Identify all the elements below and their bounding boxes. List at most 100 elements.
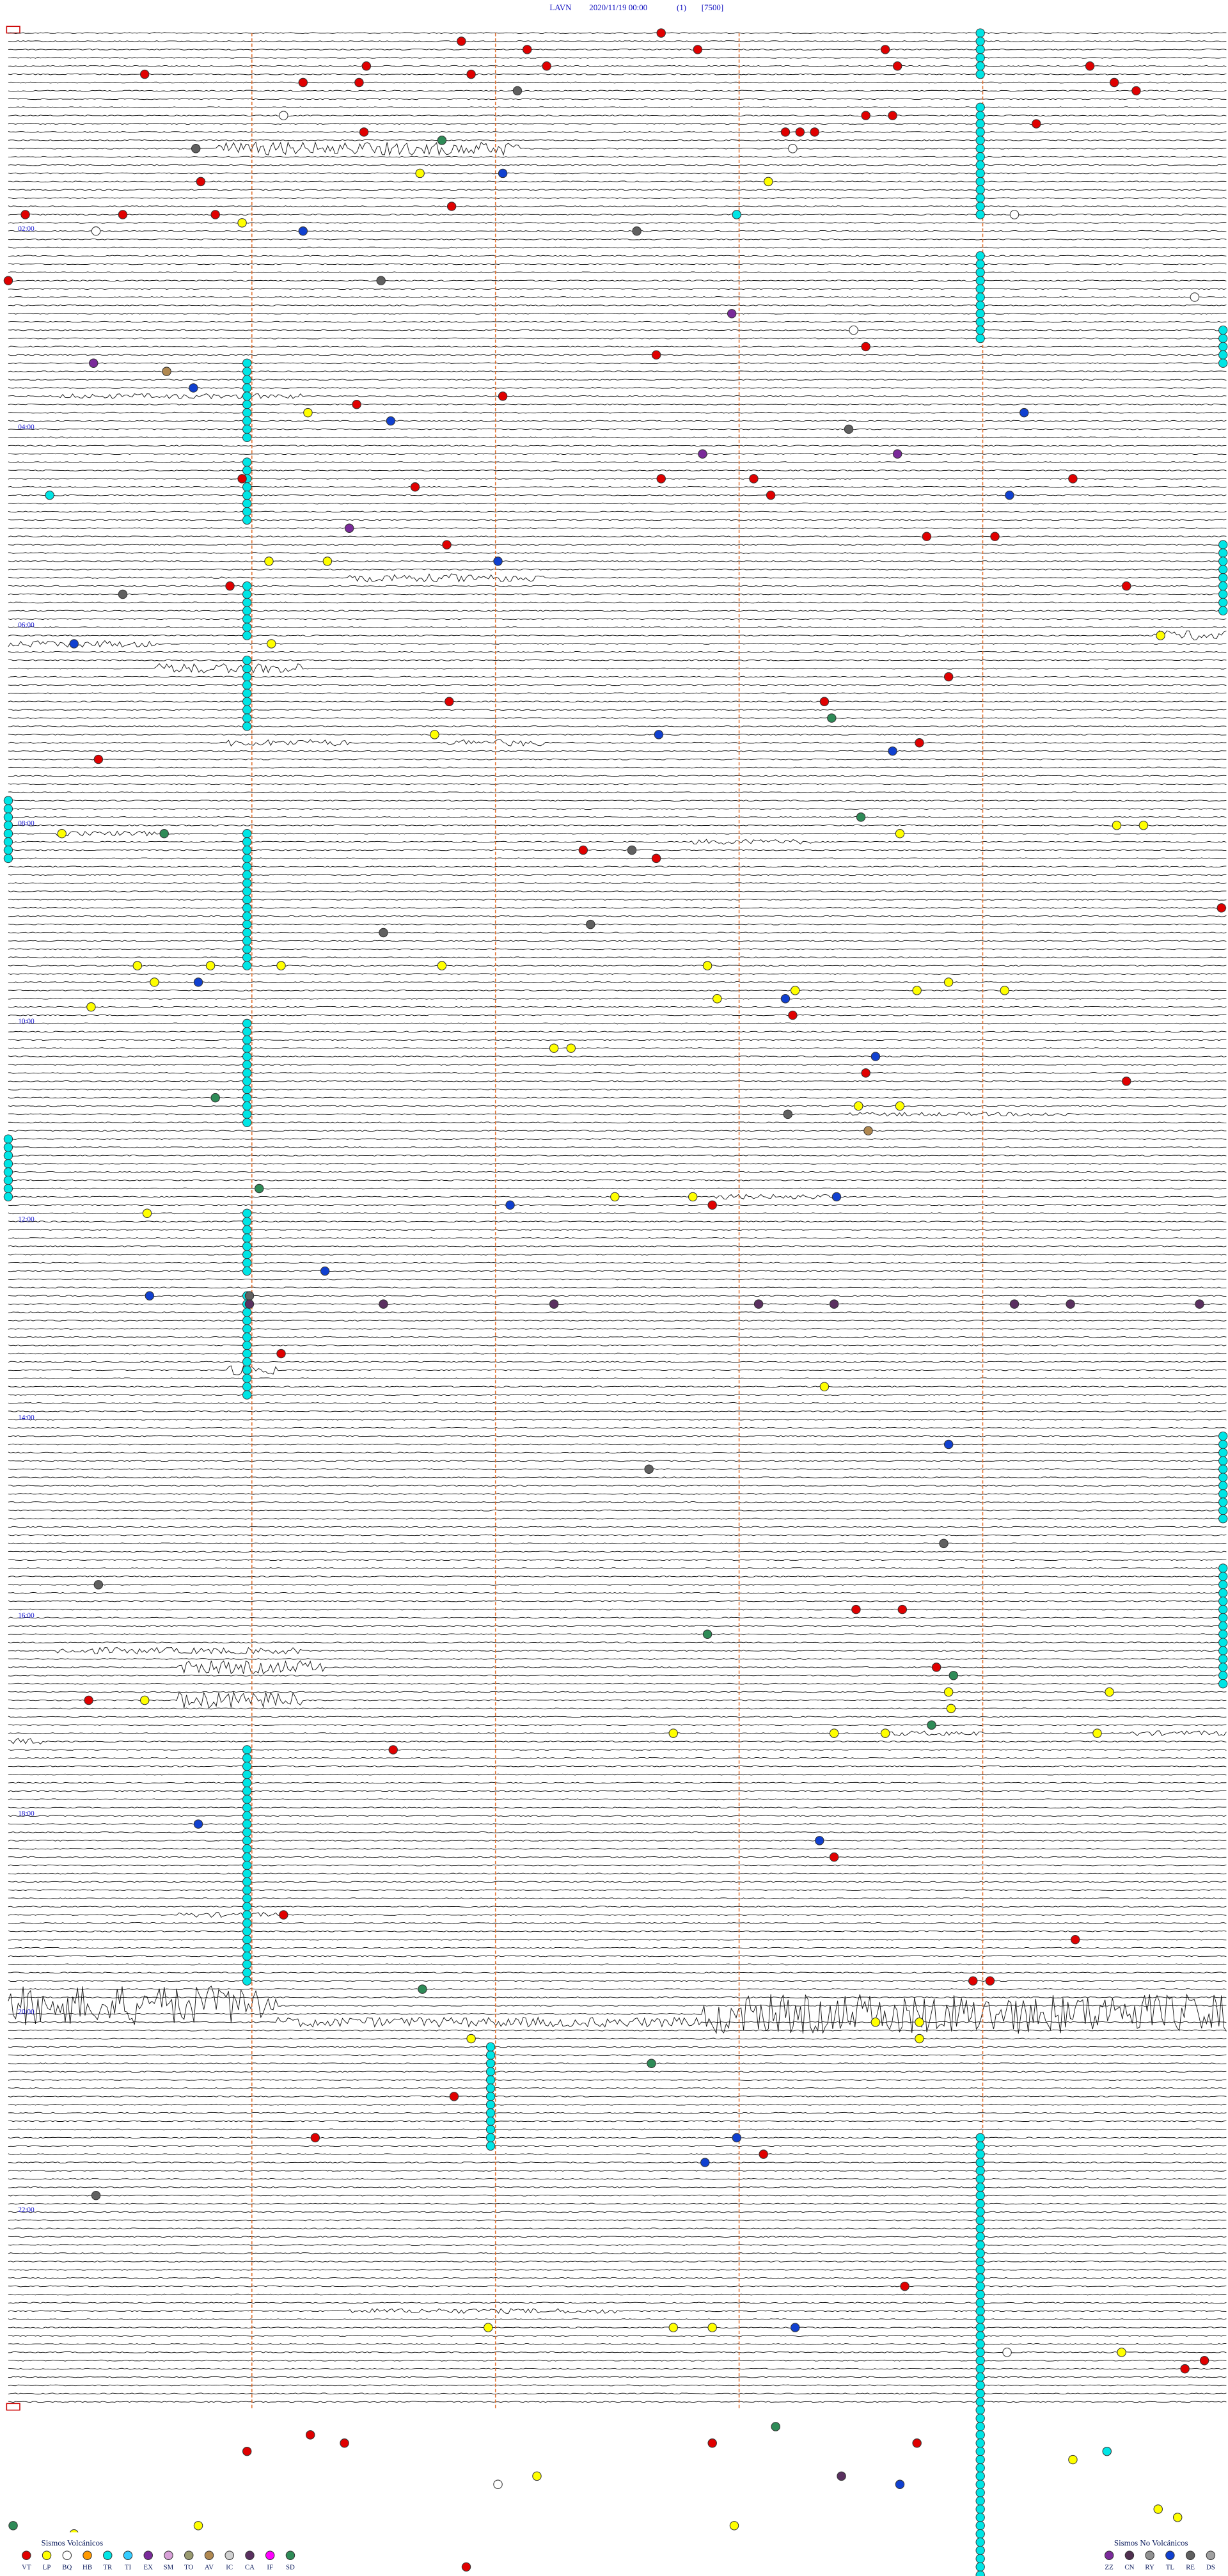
trace: [8, 2401, 1227, 2403]
trace: [8, 1410, 1227, 1412]
trace: [8, 49, 1227, 51]
trace: [8, 238, 1227, 241]
tremor-marker: [242, 895, 252, 905]
trace: [8, 601, 1227, 604]
trace: [8, 1831, 1227, 1833]
trace: [8, 1501, 1227, 1503]
event-marker: [276, 961, 286, 970]
trace: [8, 337, 1227, 340]
trace: [8, 155, 1227, 158]
tremor-marker: [975, 2289, 985, 2300]
tremor-marker: [975, 53, 985, 63]
tremor-marker: [975, 2265, 985, 2275]
tremor-marker: [975, 325, 985, 335]
event-marker: [870, 1052, 881, 1061]
tremor-marker: [242, 1753, 252, 1763]
minute-lines: [251, 33, 984, 2410]
trace: [8, 2194, 1227, 2197]
trace: [8, 502, 1227, 505]
event-marker: [267, 639, 276, 649]
event-marker: [142, 1208, 152, 1218]
trace: [8, 824, 1227, 826]
trace: [8, 1517, 1227, 1520]
trace: [8, 411, 1227, 414]
trace: [8, 2112, 1227, 2114]
tremor-marker: [975, 2224, 985, 2233]
legend-title: Sismos Volcánicos: [42, 2539, 104, 2548]
tremor-marker: [975, 2314, 985, 2324]
tremor-marker: [3, 796, 13, 805]
trace: [8, 379, 1227, 381]
trace: [8, 1245, 1227, 1247]
tremor-marker: [242, 375, 252, 384]
tremor-marker: [242, 845, 252, 855]
tremor-marker: [975, 136, 985, 145]
trace: [8, 1625, 1227, 1627]
event-marker: [837, 2471, 846, 2481]
event-marker: [118, 589, 128, 599]
event-marker: [656, 28, 666, 38]
event-marker: [466, 2034, 476, 2044]
event-marker: [888, 111, 897, 120]
event-marker: [702, 961, 712, 970]
trace: [8, 1912, 1227, 1918]
tremor-marker: [242, 482, 252, 492]
trace: [8, 1806, 1227, 1809]
trace: [8, 651, 1227, 653]
legend-swatch: [1145, 2550, 1154, 2560]
trace: [8, 1493, 1227, 1495]
legend-code: SM: [164, 2564, 174, 2572]
event-marker: [93, 1580, 104, 1590]
hour-label: 18:00: [18, 1810, 35, 1818]
tremor-marker: [242, 1794, 252, 1804]
trace: [8, 2359, 1227, 2362]
tremor-marker: [1218, 1597, 1228, 1606]
event-marker: [193, 2521, 203, 2531]
tremor-marker: [242, 507, 252, 517]
tremor-marker: [242, 1332, 252, 1342]
trace: [8, 1031, 1227, 1033]
event-marker: [430, 730, 439, 739]
tremor-marker: [242, 1060, 252, 1070]
trace: [8, 1229, 1227, 1231]
tremor-marker: [242, 1077, 252, 1086]
tremor-marker: [975, 2471, 985, 2481]
trace: [8, 387, 1227, 389]
event-marker: [159, 828, 169, 839]
event-marker: [900, 2281, 909, 2291]
tremor-marker: [3, 1175, 13, 1185]
tremor-marker: [975, 210, 985, 219]
tremor-marker: [975, 2183, 985, 2192]
event-marker: [880, 1728, 890, 1738]
tremor-marker: [242, 1341, 252, 1350]
trace: [8, 1327, 1227, 1330]
tremor-marker: [975, 119, 985, 129]
trace: [8, 739, 1227, 747]
trace: [8, 573, 1227, 583]
trace: [8, 519, 1227, 521]
trace: [8, 830, 1227, 837]
tremor-marker: [242, 1836, 252, 1845]
trace: [8, 1047, 1227, 1050]
tremor-marker: [975, 2281, 985, 2291]
event-marker: [264, 557, 274, 566]
trace: [8, 1237, 1227, 1239]
tremor-marker: [3, 1192, 13, 1202]
tremor-marker: [975, 2479, 985, 2489]
trace: [8, 1996, 1227, 1998]
event-marker: [895, 828, 905, 839]
tremor-marker: [1218, 1572, 1228, 1581]
tremor-marker: [242, 1208, 252, 1218]
trace: [8, 1261, 1227, 1264]
tremor-marker: [242, 1968, 252, 1977]
event-marker: [344, 523, 354, 533]
trace: [8, 1986, 1227, 2025]
trace: [8, 1112, 1227, 1117]
tremor-marker: [242, 1308, 252, 1317]
event-marker: [849, 325, 858, 335]
event-marker: [3, 276, 13, 285]
trace: [8, 1526, 1227, 1528]
event-marker: [632, 226, 642, 236]
event-marker: [949, 1671, 959, 1680]
event-marker: [210, 210, 220, 219]
